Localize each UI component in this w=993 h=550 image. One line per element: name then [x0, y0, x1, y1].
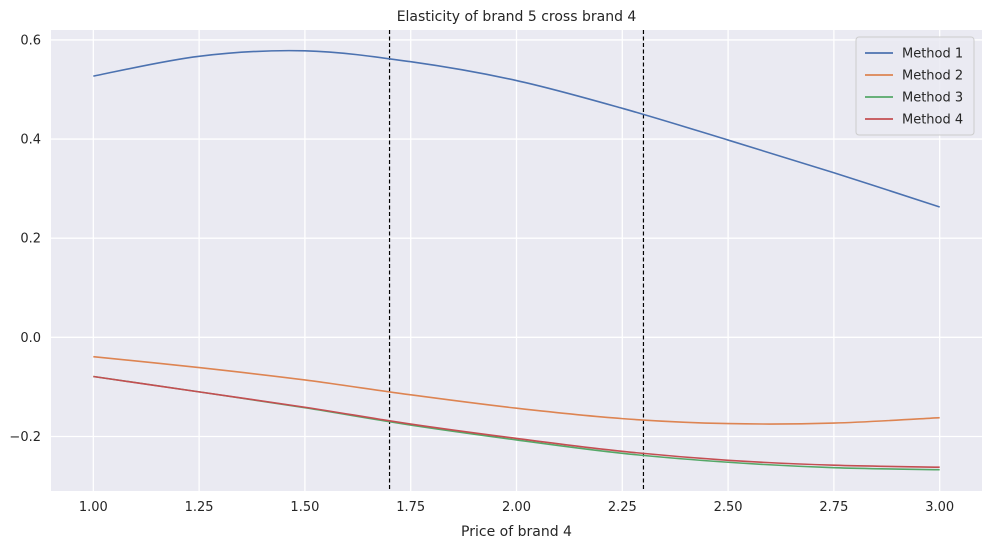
reference-lines: [388, 30, 645, 491]
legend-box: [855, 36, 975, 136]
y-tick-label: 0.0: [20, 331, 41, 346]
x-tick-label: 2.50: [714, 500, 743, 515]
x-tick-labels: 1.00 1.25 1.50 1.75 2.00 2.25 2.50 2.75 3.00: [79, 500, 954, 515]
x-tick-label: 1.00: [79, 500, 108, 515]
series-line-method-4: [93, 375, 940, 469]
x-tick-label: 2.25: [608, 500, 637, 515]
series-lines: [93, 49, 940, 471]
y-tick-labels: −0.2 0.0 0.2 0.4 0.6: [9, 33, 41, 445]
legend-label: Method 4: [902, 113, 963, 128]
x-tick-label: 1.75: [396, 500, 425, 515]
series-line-method-2: [93, 355, 940, 425]
y-tick-label: 0.6: [20, 33, 41, 48]
legend-label: Method 1: [902, 47, 963, 62]
legend-label: Method 3: [902, 91, 963, 106]
legend: Method 1 Method 2 Method 3 Method 4: [855, 36, 975, 136]
x-axis-label: Price of brand 4: [461, 524, 572, 540]
y-tick-label: 0.4: [20, 133, 41, 148]
series-line-method-1: [93, 49, 940, 208]
chart-title: Elasticity of brand 5 cross brand 4: [397, 9, 637, 25]
x-tick-label: 2.75: [819, 500, 848, 515]
x-tick-label: 3.00: [925, 500, 954, 515]
x-tick-label: 1.25: [185, 500, 214, 515]
y-tick-label: 0.2: [20, 232, 41, 247]
x-tick-label: 1.50: [290, 500, 319, 515]
legend-label: Method 2: [902, 69, 963, 84]
y-tick-label: −0.2: [9, 430, 41, 445]
x-tick-label: 2.00: [502, 500, 531, 515]
